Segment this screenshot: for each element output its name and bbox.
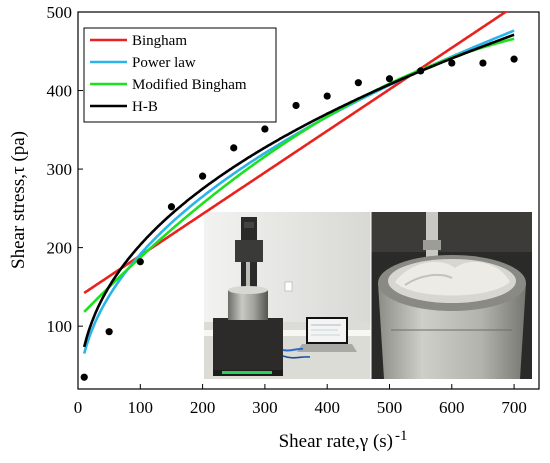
plot-frame xyxy=(77,11,540,390)
data-point xyxy=(354,79,362,87)
y-tick-label: 100 xyxy=(47,317,73,336)
x-tick-label: 100 xyxy=(128,398,154,417)
data-point xyxy=(479,59,487,67)
x-tick-label: 700 xyxy=(501,398,527,417)
legend-label: Bingham xyxy=(132,33,187,49)
x-axis-ticks: 0 100 200 300 400 500 600 700 xyxy=(74,384,527,417)
vessel-photo xyxy=(371,212,532,379)
data-point xyxy=(510,55,518,63)
x-axis-title: Shear rate,γ (s) xyxy=(279,431,393,452)
x-tick-label: 200 xyxy=(190,398,216,417)
rheometer-photo xyxy=(204,212,371,379)
y-tick-label: 400 xyxy=(47,82,73,101)
legend: Bingham Power law Modified Bingham H-B xyxy=(83,27,277,123)
y-tick-label: 300 xyxy=(47,160,73,179)
y-axis-ticks: 100 200 300 400 500 xyxy=(47,3,83,336)
data-points xyxy=(80,55,518,381)
fit-curves xyxy=(82,12,515,354)
data-point xyxy=(323,92,331,100)
curve-bingham xyxy=(83,12,508,295)
x-tick-label: 300 xyxy=(252,398,278,417)
legend-label: H-B xyxy=(132,99,158,115)
data-point xyxy=(230,144,238,152)
legend-label: Power law xyxy=(132,55,196,71)
legend-label: Modified Bingham xyxy=(132,77,247,93)
x-tick-label: 600 xyxy=(439,398,465,417)
data-point xyxy=(136,258,144,266)
y-axis-title: Shear stress,τ (pa) xyxy=(8,131,29,269)
y-tick-label: 200 xyxy=(47,239,73,258)
data-point xyxy=(417,67,425,75)
x-tick-label: 500 xyxy=(377,398,403,417)
data-point xyxy=(80,373,88,381)
curve-h-b xyxy=(82,33,515,348)
data-point xyxy=(292,101,300,110)
y-tick-label: 500 xyxy=(47,3,73,22)
data-point xyxy=(198,172,207,180)
data-point xyxy=(448,59,456,67)
x-axis-title-superscript: -1 xyxy=(395,428,408,444)
data-point xyxy=(167,203,176,211)
data-point xyxy=(105,328,113,336)
x-tick-label: 400 xyxy=(314,398,340,417)
data-point xyxy=(385,75,394,83)
inset-photos xyxy=(204,212,532,379)
x-tick-label: 0 xyxy=(74,398,83,417)
data-point xyxy=(261,125,269,133)
